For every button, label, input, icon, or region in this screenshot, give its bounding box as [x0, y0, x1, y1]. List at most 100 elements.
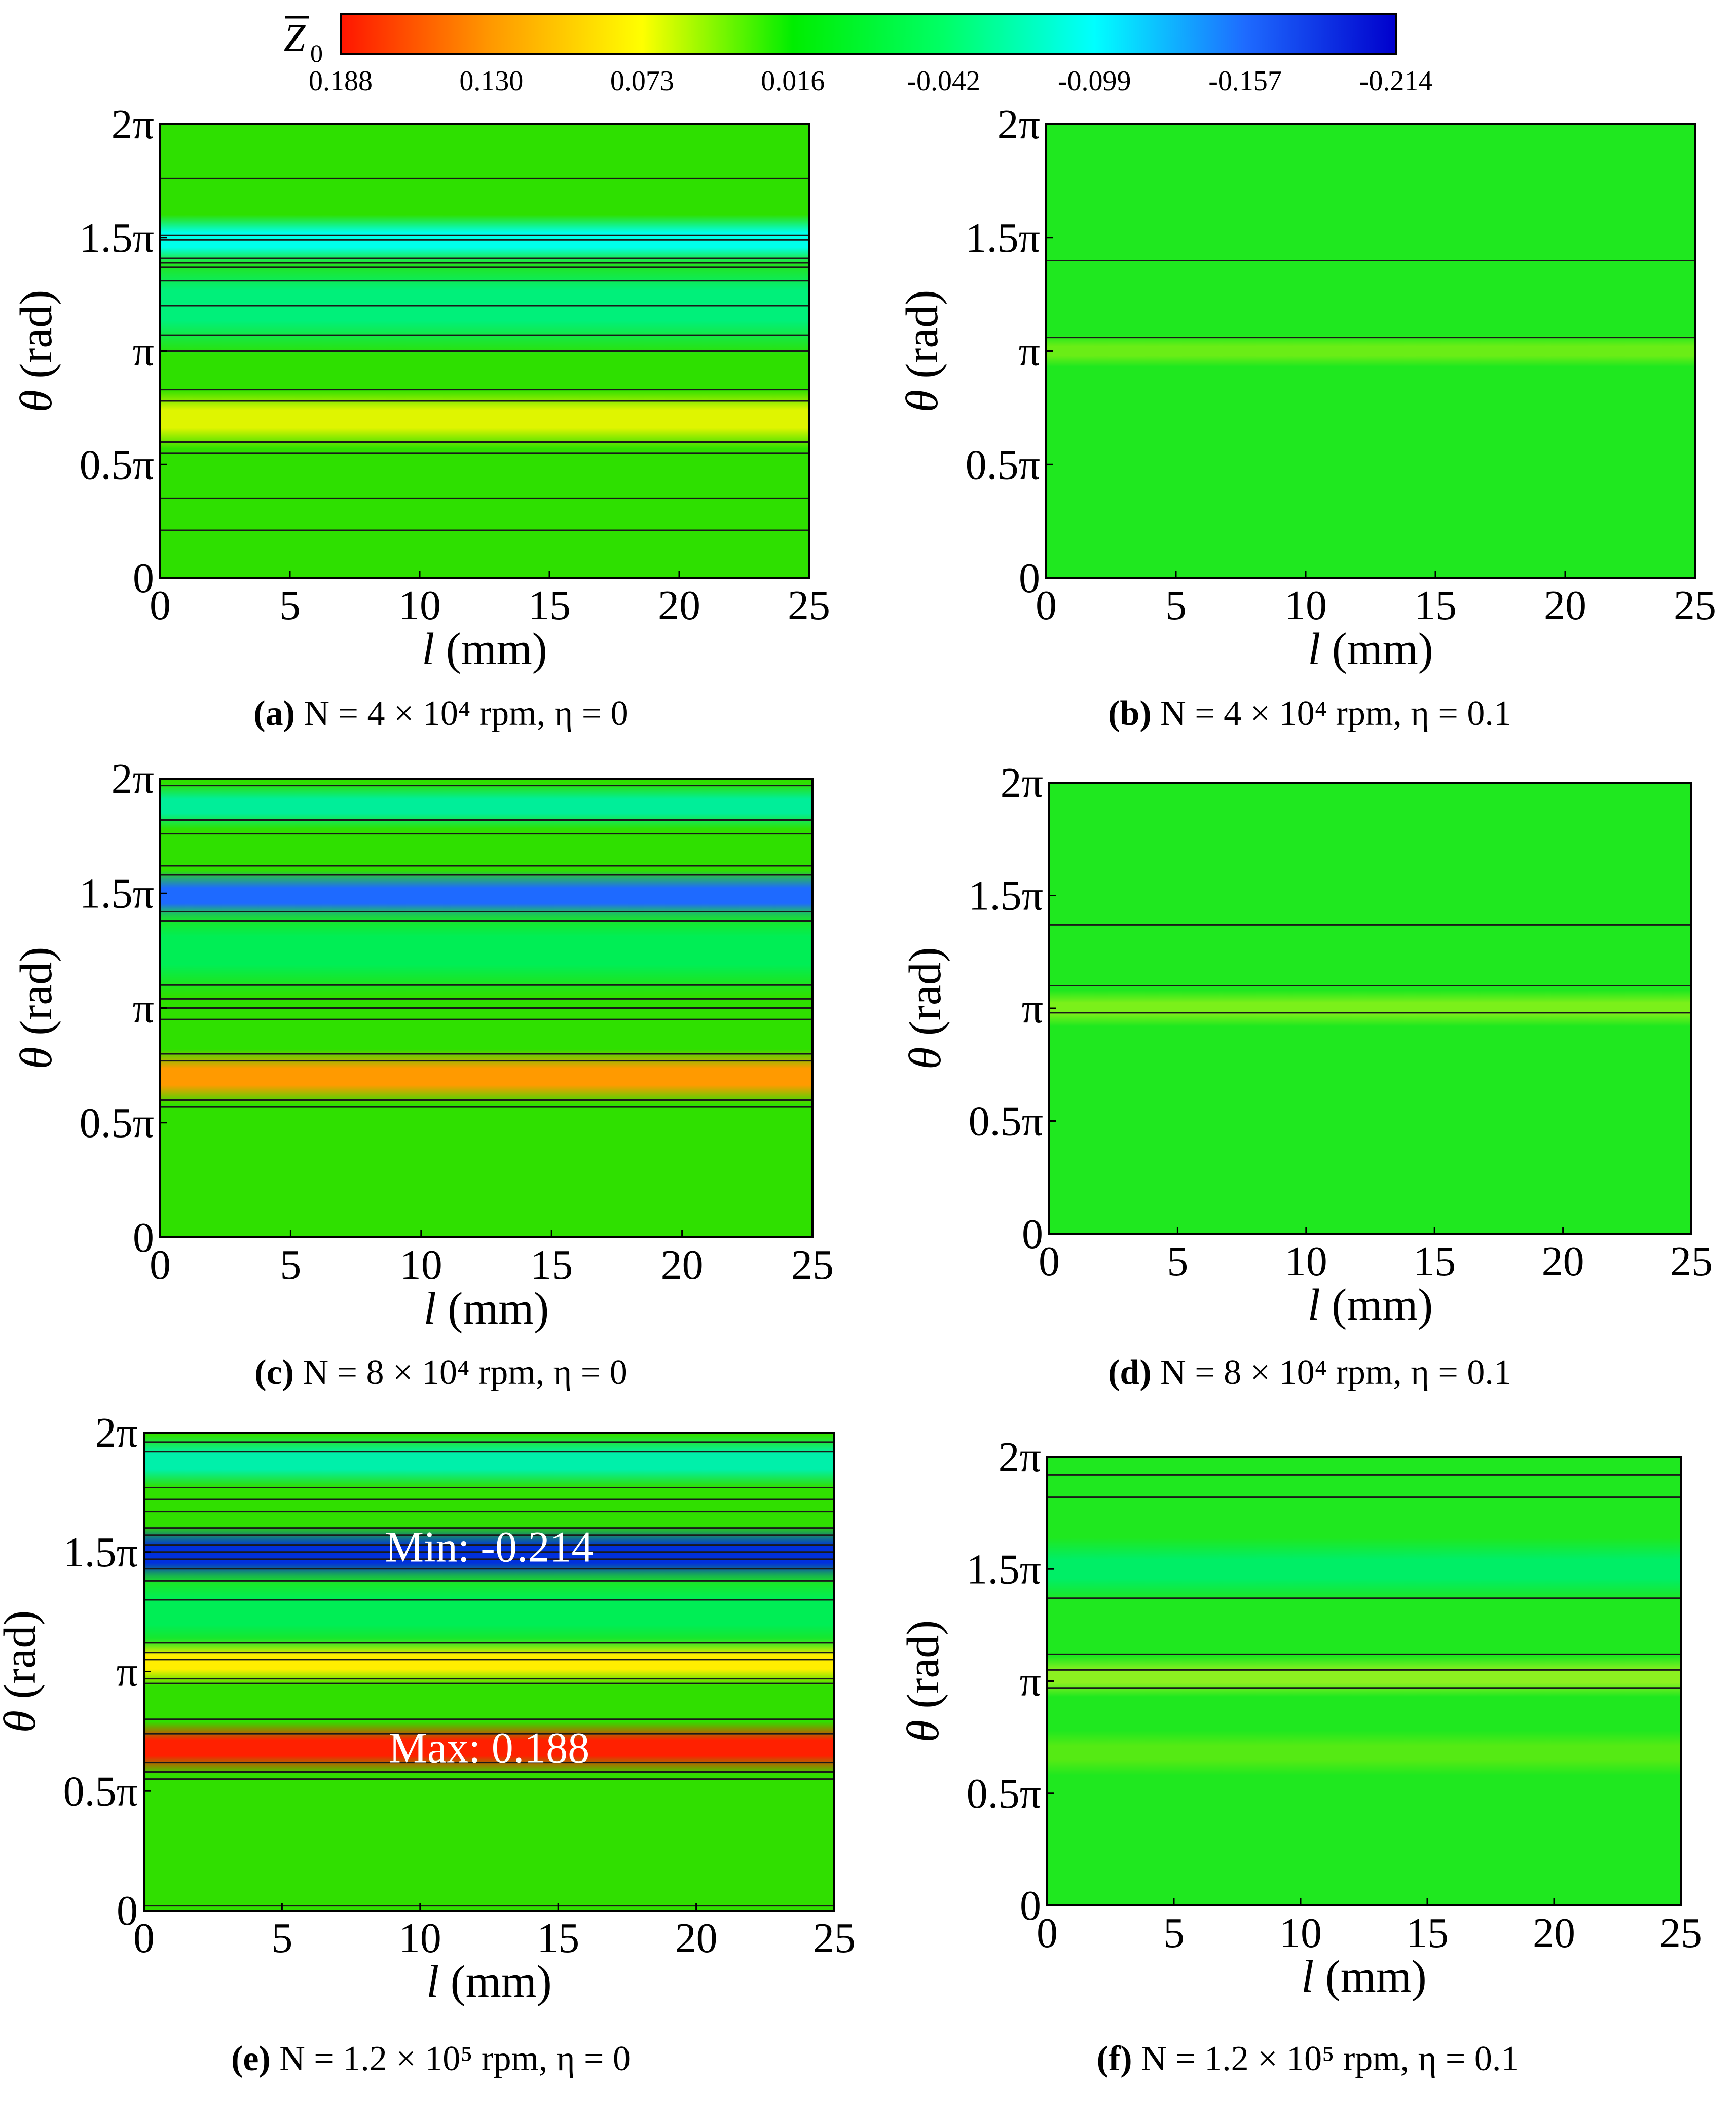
y-tick-label: 1.5π: [969, 872, 1043, 920]
x-tick-label: 25: [813, 1915, 856, 1962]
heatmap-field: Min: -0.214 Max: 0.188: [144, 1433, 834, 1911]
x-tick-label: 25: [1674, 582, 1716, 629]
y-axis-label: θ (rad): [0, 1610, 45, 1733]
panel-c: 0 5 10 15 20 25 0 0.5π π 1.5π 2π l (mm) θ (rad) (c) N…: [11, 755, 834, 1392]
heatmap-band: [160, 389, 809, 449]
x-tick-label: 25: [1670, 1238, 1713, 1285]
heatmap-band: [1049, 990, 1691, 1026]
x-tick-label: 15: [537, 1915, 579, 1962]
x-tick-label: 5: [1163, 1910, 1185, 1957]
panel-e: Min: -0.214 Max: 0.188 0 5 10 15 20 25 0 0.5π π 1.5…: [0, 1409, 856, 2078]
y-tick-label: 0: [133, 1214, 154, 1261]
colorbar-tick-label: 0.073: [610, 65, 674, 97]
x-tick-label: 10: [1284, 582, 1327, 629]
y-tick-label: 2π: [1001, 759, 1043, 806]
heatmap-field: [160, 124, 809, 578]
y-tick-label: π: [1020, 1658, 1041, 1705]
y-tick-label: π: [117, 1648, 138, 1696]
y-axis-label: θ (rad): [900, 947, 950, 1070]
heatmap-band: [1047, 1656, 1681, 1697]
heatmap-band: [1047, 1730, 1681, 1776]
x-tick-label: 15: [530, 1241, 573, 1289]
colorbar-subscript: 0: [310, 39, 323, 67]
colorbar-symbol: Z: [284, 17, 306, 59]
y-tick-label: 0.5π: [80, 1099, 154, 1147]
y-tick-label: 0.5π: [80, 441, 154, 488]
colorbar-tick-label: -0.157: [1208, 65, 1282, 97]
x-tick-label: 10: [400, 1241, 442, 1289]
panel-caption: (b) N = 4 × 10⁴ rpm, η = 0.1: [1108, 694, 1511, 733]
heatmap-band: [160, 1049, 812, 1105]
x-tick-label: 10: [398, 582, 441, 629]
y-tick-label: 0: [1020, 1882, 1041, 1929]
y-tick-label: 2π: [95, 1409, 138, 1456]
panel-caption: (c) N = 8 × 10⁴ rpm, η = 0: [254, 1353, 627, 1392]
y-axis-label: θ (rad): [897, 290, 947, 413]
y-tick-label: 0.5π: [967, 1770, 1041, 1817]
y-tick-label: 2π: [112, 755, 154, 802]
x-tick-label: 0: [1039, 1238, 1060, 1285]
x-axis-label: l (mm): [1301, 1952, 1426, 2002]
x-tick-label: 15: [1414, 582, 1457, 629]
y-tick-label: 0.5π: [966, 441, 1040, 488]
colorbar-tick-label: 0.016: [761, 65, 825, 97]
x-axis-label: l (mm): [422, 624, 547, 674]
x-tick-label: 20: [658, 582, 700, 629]
heatmap-band: [144, 1435, 834, 1488]
y-tick-label: 2π: [998, 101, 1040, 148]
x-tick-label: 15: [1406, 1910, 1449, 1957]
y-tick-label: 0: [1022, 1211, 1043, 1258]
x-tick-label: 0: [1036, 582, 1057, 629]
colorbar-tick-label: -0.214: [1359, 65, 1433, 97]
x-axis-label: l (mm): [424, 1283, 549, 1334]
y-axis-label: θ (rad): [11, 290, 61, 413]
x-tick-label: 10: [1285, 1238, 1327, 1285]
y-tick-label: π: [133, 328, 154, 375]
panel-d: 0 5 10 15 20 25 0 0.5π π 1.5π 2π l (mm) θ (rad) (d) N…: [900, 759, 1713, 1392]
y-tick-label: π: [133, 985, 154, 1032]
heatmap-band: [1046, 335, 1695, 367]
panel-a: 0 5 10 15 20 25 0 0.5π π 1.5π 2π l (mm) θ (rad) (a) N…: [11, 101, 830, 733]
x-tick-label: 15: [528, 582, 571, 629]
x-tick-label: 0: [1037, 1910, 1058, 1957]
y-tick-label: π: [1022, 985, 1043, 1032]
heatmap-band: [160, 783, 812, 829]
colorbar-tick-label: -0.099: [1058, 65, 1131, 97]
y-tick-label: 2π: [112, 101, 154, 148]
heatmap-band: [160, 904, 812, 997]
panel-b: 0 5 10 15 20 25 0 0.5π π 1.5π 2π l (mm) θ (rad) (b) N…: [897, 101, 1716, 733]
colorbar-tick-label: 0.188: [309, 65, 373, 97]
colorbar: Z 0 0.188 0.130 0.073 0.016 -0.042 -0.099 -0.1…: [284, 13, 1433, 97]
x-tick-label: 0: [150, 1241, 171, 1289]
x-tick-label: 10: [1279, 1910, 1322, 1957]
x-axis-label: l (mm): [1308, 624, 1433, 674]
y-tick-label: 0: [133, 555, 154, 602]
y-tick-label: 1.5π: [966, 214, 1040, 262]
panel-caption: (d) N = 8 × 10⁴ rpm, η = 0.1: [1108, 1353, 1511, 1392]
x-axis-label: l (mm): [426, 1957, 551, 2007]
x-tick-label: 5: [279, 582, 301, 629]
x-tick-label: 20: [1544, 582, 1586, 629]
x-tick-label: 0: [150, 582, 171, 629]
heatmap-band: [144, 1568, 834, 1655]
heatmap-field: [160, 779, 812, 1237]
x-tick-label: 10: [399, 1915, 441, 1962]
extreme-annotation: Min: -0.214: [385, 1522, 594, 1571]
x-tick-label: 20: [1533, 1910, 1575, 1957]
extreme-annotation: Max: 0.188: [389, 1723, 590, 1772]
y-tick-label: 1.5π: [63, 1529, 138, 1576]
x-axis-label: l (mm): [1308, 1280, 1433, 1330]
x-tick-label: 25: [788, 582, 830, 629]
panel-caption: (a) N = 4 × 10⁴ rpm, η = 0: [253, 694, 628, 733]
y-tick-label: 0: [1019, 555, 1040, 602]
panel-caption: (f) N = 1.2 × 10⁵ rpm, η = 0.1: [1097, 2039, 1519, 2078]
x-tick-label: 20: [661, 1241, 704, 1289]
y-tick-label: 1.5π: [967, 1546, 1041, 1593]
x-tick-label: 5: [271, 1915, 292, 1962]
colorbar-tick-label: 0.130: [459, 65, 523, 97]
colorbar-gradient: [340, 13, 1397, 55]
heatmap-band: [1047, 1537, 1681, 1601]
x-tick-label: 0: [133, 1915, 155, 1962]
x-tick-label: 5: [1167, 1238, 1188, 1285]
